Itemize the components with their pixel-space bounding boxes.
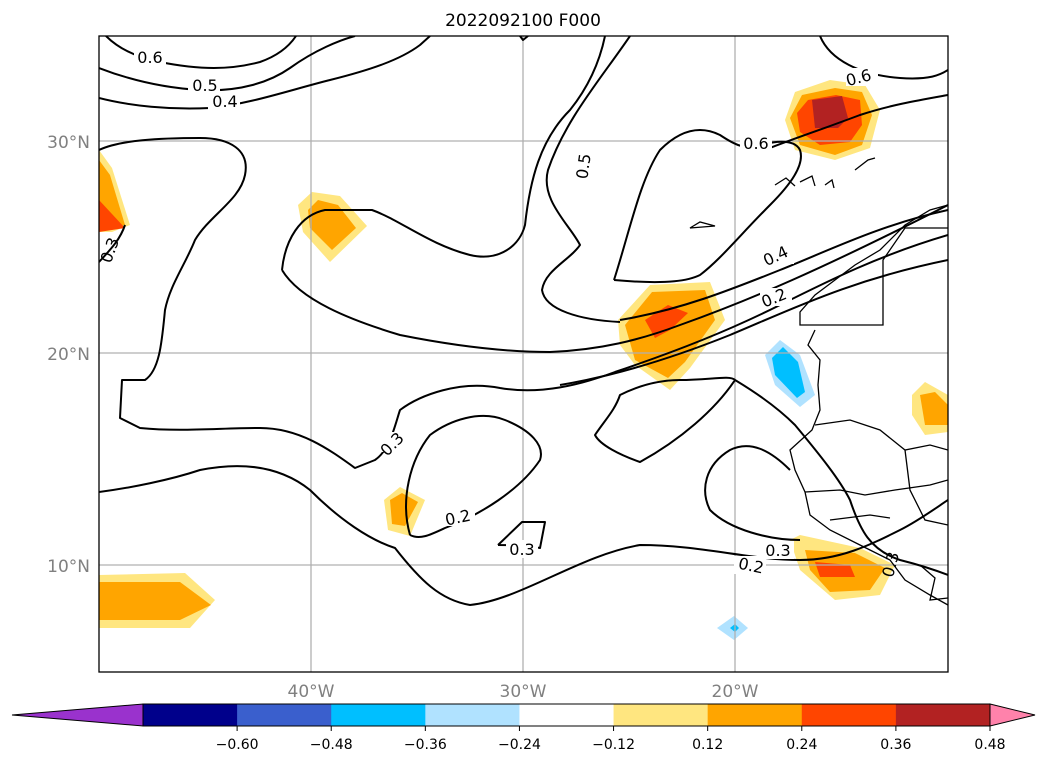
colorbar-tick-label: 0.36	[880, 737, 911, 753]
colorbar-tick-label: −0.12	[592, 737, 635, 753]
colorbar-extend-low	[11, 703, 144, 727]
lat-label-10n: 10°N	[47, 557, 90, 577]
contour-labels: 0.6 0.5 0.4 0.3 0.5 0.6 0.6 0.4 0.2 0.3 …	[97, 48, 903, 580]
lon-label-30w: 30°W	[500, 682, 547, 702]
contour-label: 0.6	[743, 134, 768, 153]
coastline	[689, 157, 948, 606]
colorbar-segment	[801, 704, 897, 726]
contour-lines	[99, 36, 948, 606]
colorbar-outline	[142, 703, 991, 727]
colorbar-segment	[143, 704, 238, 726]
colorbar-segment	[707, 704, 803, 726]
contour-label: 0.3	[509, 540, 534, 559]
colorbar-segment	[425, 704, 520, 726]
contour-label: 0.2	[443, 506, 472, 530]
lat-label-30n: 30°N	[47, 133, 90, 153]
colorbar-segment	[237, 704, 332, 726]
contour-label: 0.5	[192, 76, 217, 95]
contour-label: 0.3	[878, 550, 903, 580]
shaded-anomaly-field	[99, 80, 948, 640]
map-title: 2022092100 F000	[445, 11, 601, 31]
colorbar-segment	[613, 704, 709, 726]
contour-label: 0.5	[572, 152, 594, 180]
map-plot-area: 0.6 0.5 0.4 0.3 0.5 0.6 0.6 0.4 0.2 0.3 …	[97, 36, 948, 672]
colorbar-tick-label: −0.36	[404, 737, 447, 753]
colorbar-tick-label: 0.24	[786, 737, 817, 753]
colorbar-tick-label: 0.48	[974, 737, 1005, 753]
colorbar-tick-label: −0.48	[310, 737, 353, 753]
lon-label-40w: 40°W	[288, 682, 335, 702]
colorbar-segment	[331, 704, 426, 726]
colorbar-segment	[895, 704, 991, 726]
colorbar-tick-label: −0.24	[498, 737, 541, 753]
colorbar-extend-high	[989, 703, 1036, 727]
contour-label: 0.3	[765, 541, 790, 560]
colorbar-tick-label: −0.60	[216, 737, 259, 753]
map-frame	[98, 35, 949, 673]
colorbar-tick-label: 0.12	[692, 737, 723, 753]
contour-label: 0.3	[97, 235, 124, 265]
contour-label: 0.4	[212, 92, 237, 111]
colorbar: −0.60 −0.48 −0.36 −0.24 −0.12 0.12 0.24 0.36 0.4…	[11, 703, 1036, 753]
lon-label-20w: 20°W	[712, 682, 759, 702]
graticule	[99, 36, 948, 672]
colorbar-segment	[519, 704, 615, 726]
contour-label: 0.6	[137, 48, 162, 67]
contour-label: 0.2	[737, 554, 766, 578]
lat-label-20n: 20°N	[47, 345, 90, 365]
